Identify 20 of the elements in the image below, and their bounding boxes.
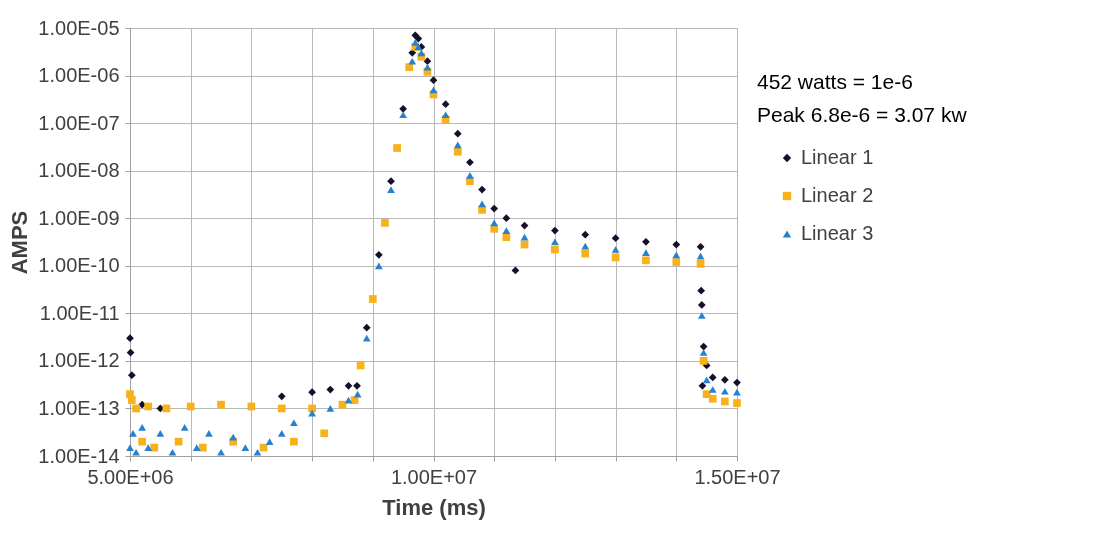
y-tick-label: 1.00E-05 <box>38 16 120 39</box>
legend-label: Linear 3 <box>801 222 874 244</box>
legend-label: Linear 1 <box>801 146 874 168</box>
y-tick-label: 1.00E-07 <box>38 111 120 134</box>
x-tick-label: 1.00E+07 <box>390 465 478 488</box>
text: 452 watts = 1e-6 <box>757 70 913 93</box>
y-tick-label: 1.00E-10 <box>38 254 120 277</box>
y-tick-label: 1.00E-11 <box>39 301 120 324</box>
x-tick-label: 5.00E+06 <box>87 465 174 488</box>
text: Peak 6.8e-6 = 3.07 kw <box>757 103 968 126</box>
y-tick-label: 1.00E-06 <box>38 64 120 87</box>
y-tick-label: 1.00E-14 <box>38 444 120 467</box>
x-tick-label: 1.50E+07 <box>694 465 781 488</box>
y-tick-label: 1.00E-13 <box>38 396 120 419</box>
x-axis-title: Time (ms) <box>382 494 486 520</box>
legend-label: Linear 2 <box>801 184 874 206</box>
y-tick-label: 1.00E-12 <box>38 349 120 372</box>
y-tick-label: 1.00E-09 <box>38 206 120 229</box>
y-axis-title: AMPS <box>7 210 33 275</box>
y-tick-label: 1.00E-08 <box>38 159 120 182</box>
